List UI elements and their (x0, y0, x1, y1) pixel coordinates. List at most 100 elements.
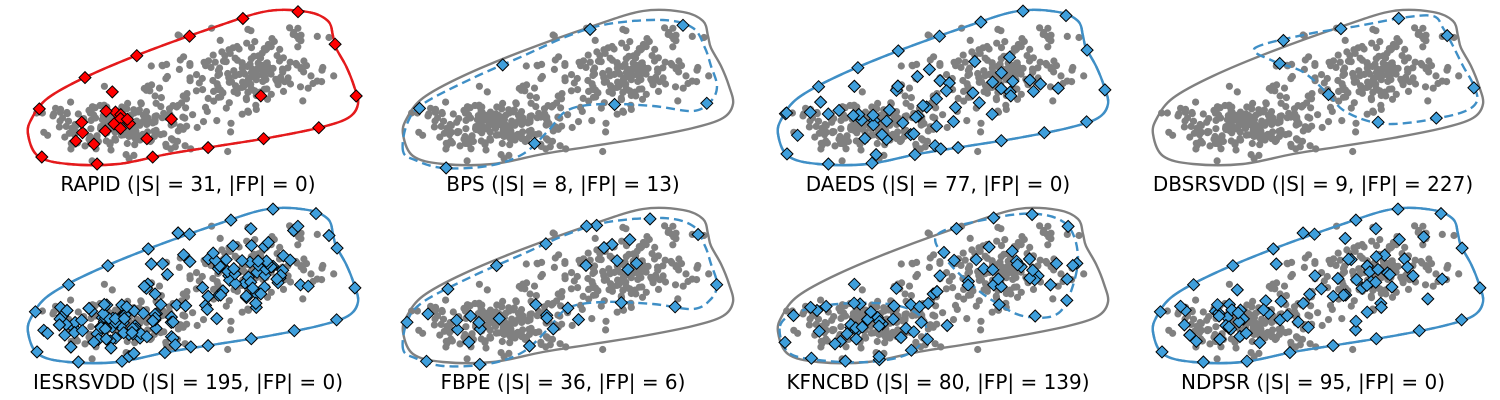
data-point (894, 128, 902, 136)
data-point (1265, 84, 1273, 93)
data-point (1347, 302, 1355, 310)
data-point (535, 130, 543, 138)
data-point (295, 233, 303, 241)
data-point (601, 49, 609, 58)
data-point (1019, 64, 1027, 72)
data-point (523, 81, 531, 89)
data-point (67, 98, 75, 106)
data-point (570, 79, 578, 87)
data-point (602, 128, 610, 136)
selected-point (851, 60, 865, 75)
data-point (225, 297, 233, 305)
data-point (880, 151, 888, 159)
data-point (222, 58, 230, 66)
data-point (1429, 282, 1437, 290)
data-point (1224, 112, 1232, 120)
data-point (525, 132, 533, 141)
data-point (1174, 112, 1182, 120)
data-point (1327, 260, 1335, 268)
data-point (1247, 349, 1255, 357)
data-point (1075, 231, 1083, 240)
data-point (1443, 264, 1451, 272)
data-point (648, 52, 656, 60)
data-point (838, 301, 847, 309)
data-point (436, 331, 444, 339)
data-point (617, 96, 626, 104)
selected-point (610, 253, 624, 268)
data-point (635, 243, 643, 251)
selected-point (120, 112, 135, 127)
data-point (661, 24, 669, 32)
selected-point (201, 140, 215, 155)
data-point (597, 104, 605, 112)
data-point (193, 123, 201, 132)
data-point (1036, 256, 1044, 264)
data-point (447, 137, 455, 145)
selected-point (158, 345, 172, 360)
selected-point (245, 281, 260, 295)
data-point (1255, 349, 1263, 357)
selected-point (1374, 300, 1389, 315)
selected-point (1331, 271, 1345, 286)
data-point (1213, 355, 1221, 363)
selected-point (886, 312, 900, 326)
selected-point (105, 85, 120, 99)
data-point (817, 296, 825, 304)
selected-point (140, 329, 154, 344)
data-point (112, 136, 120, 144)
data-point (174, 127, 182, 135)
data-point (905, 282, 914, 290)
data-point (1308, 122, 1316, 130)
data-point (674, 97, 682, 105)
data-point (574, 284, 582, 292)
data-point (905, 84, 914, 92)
data-point (209, 51, 217, 59)
data-point (1401, 243, 1409, 251)
data-point (157, 94, 165, 102)
data-point (954, 292, 962, 300)
selected-point (119, 300, 134, 314)
data-point (222, 302, 230, 310)
data-point (858, 286, 866, 294)
data-point (424, 112, 432, 120)
data-point (279, 54, 287, 62)
selected-point (1440, 28, 1454, 43)
data-point (1300, 263, 1308, 271)
selected-point (1321, 87, 1336, 102)
selected-point (828, 337, 842, 351)
data-point (1271, 285, 1279, 293)
selected-point (840, 327, 854, 341)
data-point (693, 276, 701, 284)
selected-point (623, 232, 637, 247)
data-point (1341, 36, 1349, 44)
data-point (952, 62, 960, 70)
data-point (555, 251, 563, 259)
selected-point (1392, 232, 1407, 247)
data-point (542, 333, 551, 341)
data-point (1363, 110, 1371, 118)
selected-point (1066, 258, 1080, 273)
data-point (920, 119, 928, 128)
selected-point (348, 281, 362, 295)
data-point (88, 355, 96, 363)
data-point (148, 81, 156, 89)
data-point (192, 269, 201, 277)
data-point (286, 278, 295, 286)
method-boundary (26, 206, 360, 365)
data-point (901, 314, 909, 322)
data-point (855, 314, 863, 322)
data-point (1271, 137, 1279, 146)
selected-point (330, 241, 344, 255)
selected-point (1338, 231, 1352, 246)
selected-point (529, 297, 543, 312)
data-point (1352, 119, 1360, 127)
data-point (269, 64, 277, 72)
data-point (304, 84, 312, 92)
panel-dbsrsvdd: DBSRSVDD (|S| = 9, |FP| = 227) (1151, 8, 1485, 196)
data-point (1007, 290, 1015, 298)
data-point (1192, 296, 1200, 304)
data-point (993, 237, 1001, 245)
selected-point (254, 287, 268, 301)
data-point (474, 112, 482, 120)
data-point (247, 55, 255, 63)
